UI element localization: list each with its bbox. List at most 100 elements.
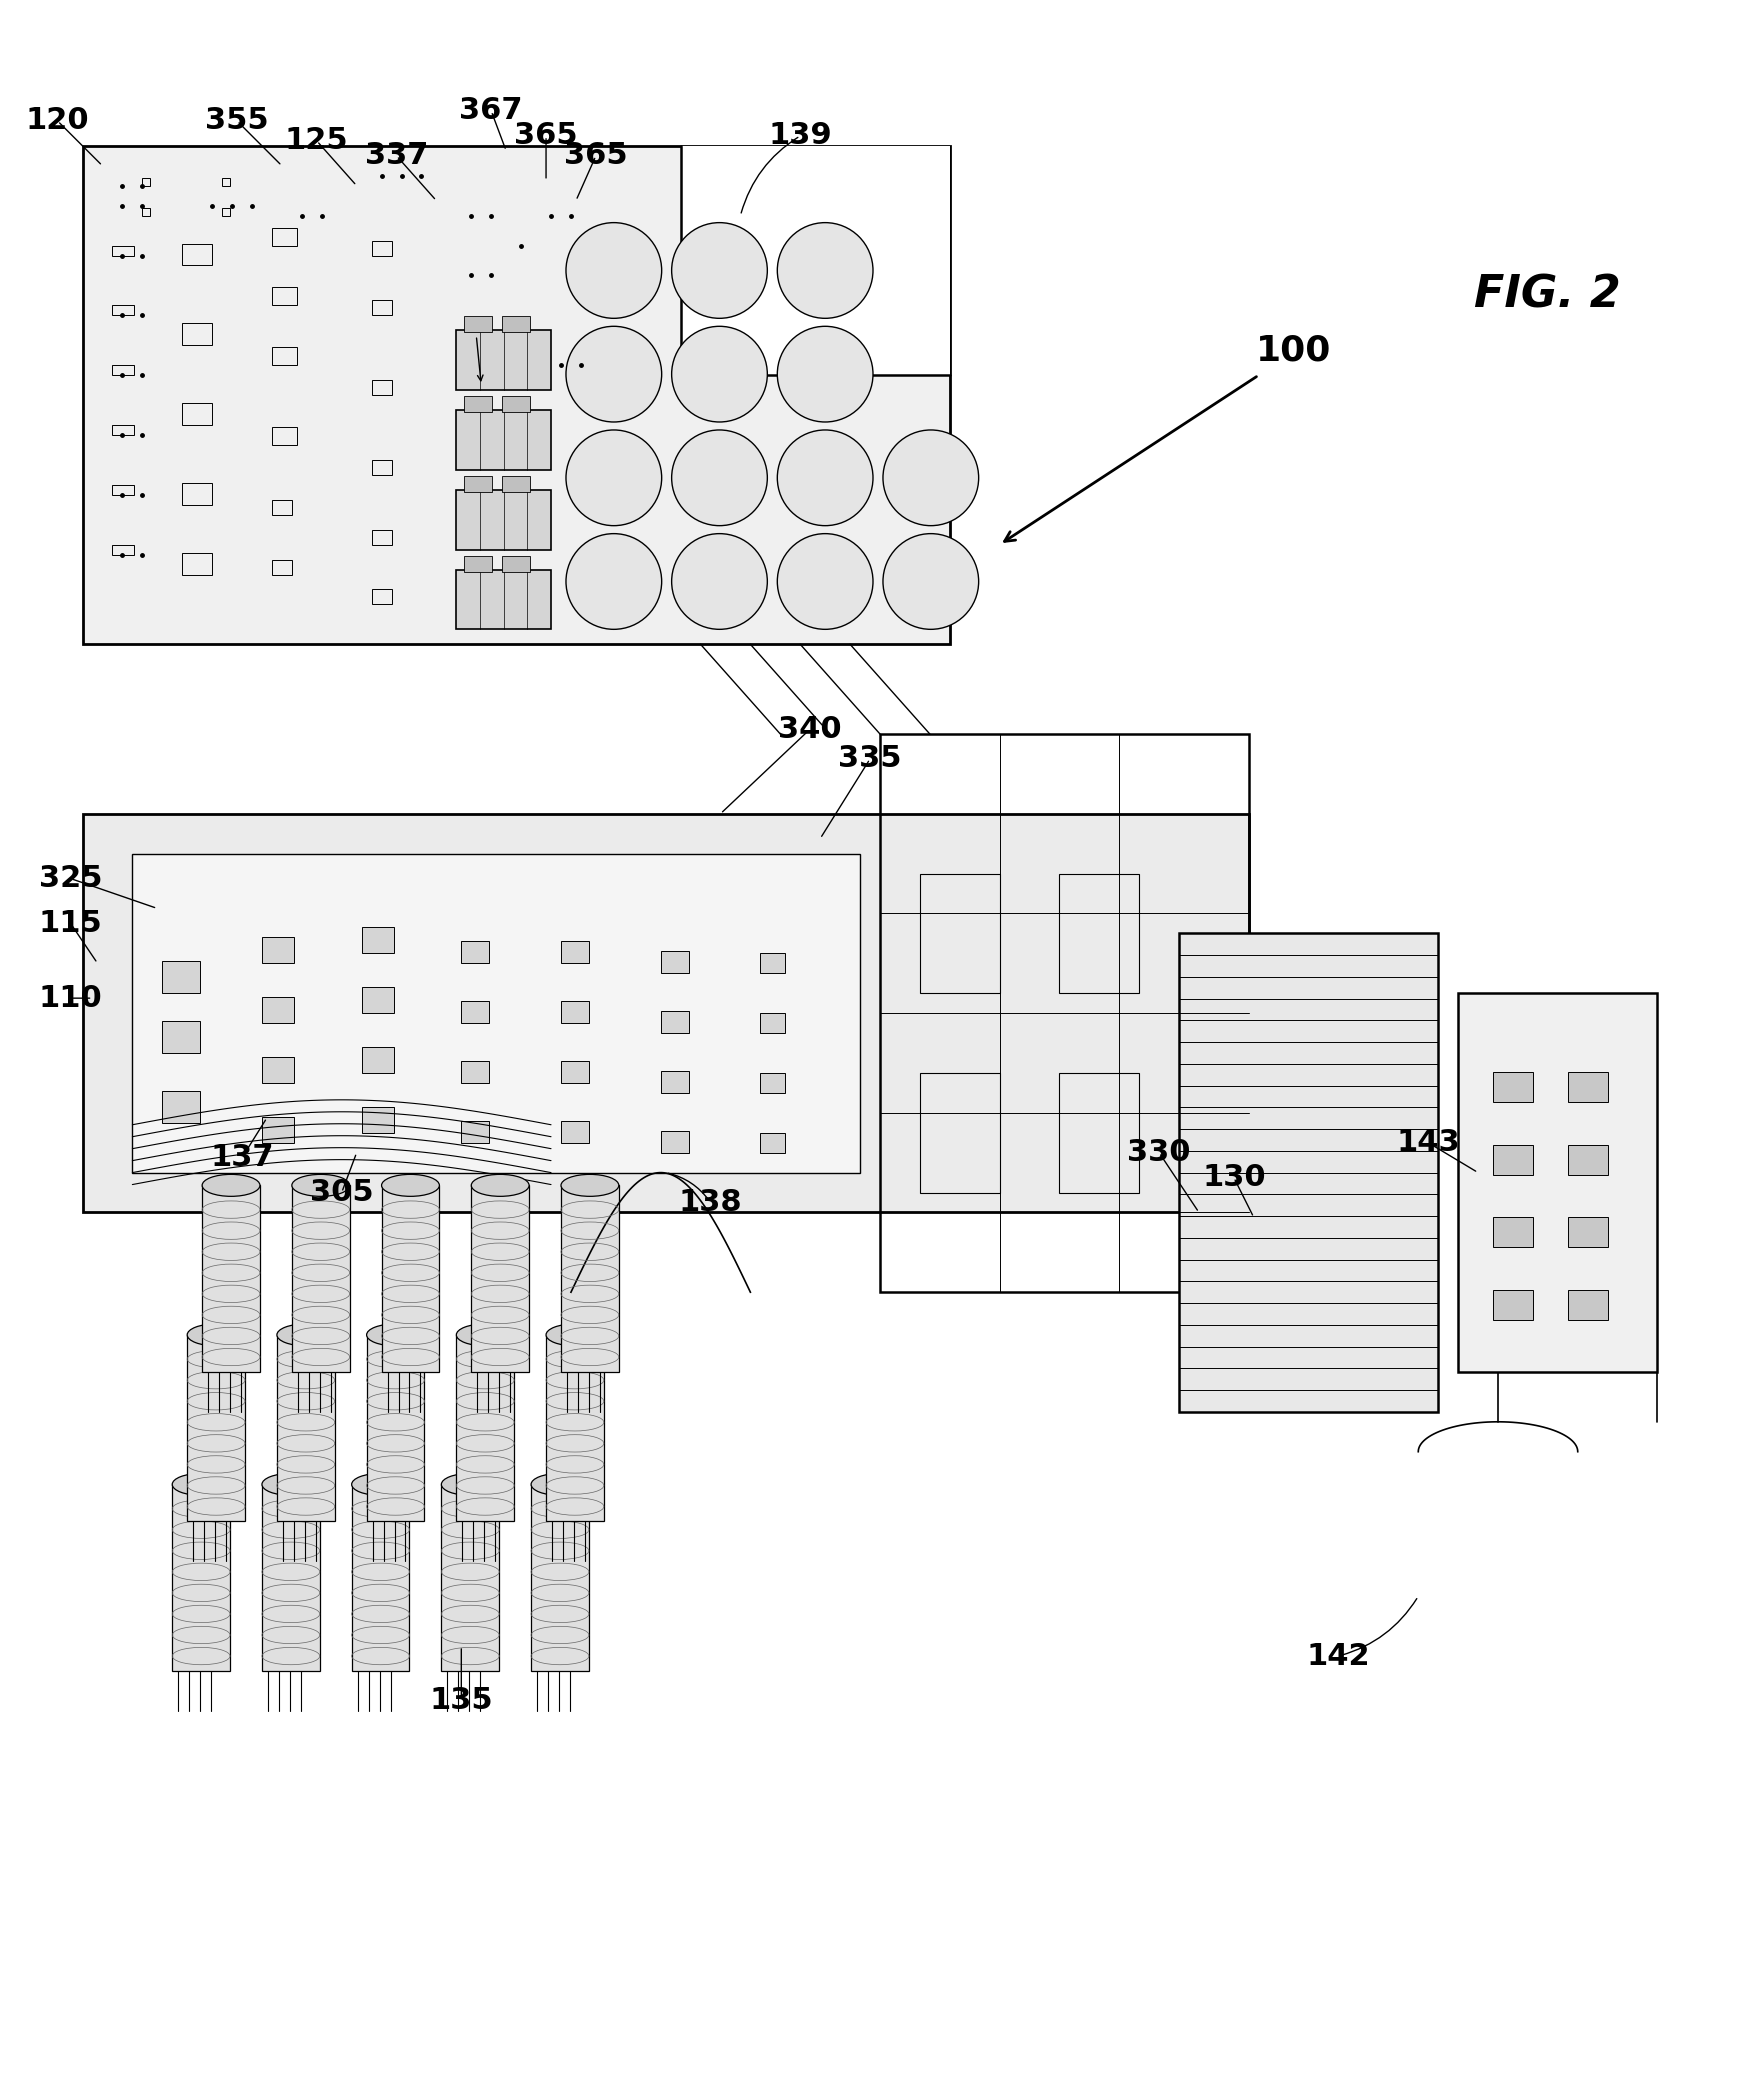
Bar [182, 322, 211, 345]
Bar [273, 228, 297, 245]
Bar [1567, 1145, 1607, 1174]
Bar [82, 814, 1249, 1212]
Bar [142, 207, 150, 216]
Text: 365: 365 [514, 121, 578, 151]
Circle shape [777, 222, 874, 318]
Bar [372, 381, 391, 396]
Text: 100: 100 [1256, 333, 1331, 366]
Text: 355: 355 [204, 107, 269, 136]
Bar [222, 178, 231, 186]
Bar [1567, 1289, 1607, 1321]
Bar [367, 1335, 425, 1522]
Circle shape [882, 534, 978, 630]
Bar [760, 1074, 786, 1093]
Bar [262, 1057, 293, 1082]
Bar [278, 1335, 335, 1522]
Bar [531, 1484, 589, 1670]
Bar [660, 952, 688, 973]
Bar [465, 475, 493, 492]
Bar [362, 1046, 393, 1074]
Bar [501, 396, 529, 412]
Bar [187, 1335, 245, 1522]
Text: 110: 110 [38, 984, 103, 1013]
Bar [142, 178, 150, 186]
Text: 335: 335 [839, 745, 901, 774]
Bar [547, 1335, 604, 1522]
Bar [372, 301, 391, 316]
Bar [465, 316, 493, 333]
Bar [1059, 873, 1139, 994]
Bar [1059, 1074, 1139, 1193]
Text: 115: 115 [38, 908, 103, 938]
Bar [456, 410, 550, 469]
Bar [880, 735, 1249, 1291]
Ellipse shape [278, 1325, 335, 1346]
Ellipse shape [531, 1473, 589, 1494]
Bar [362, 1107, 393, 1132]
Bar [561, 1000, 589, 1023]
Text: 340: 340 [779, 714, 842, 743]
Bar [760, 1013, 786, 1034]
Bar [112, 364, 135, 375]
Bar [381, 1185, 440, 1373]
Bar [112, 486, 135, 494]
Circle shape [671, 327, 767, 423]
Circle shape [671, 222, 767, 318]
Bar [461, 1061, 489, 1082]
Bar [182, 243, 211, 266]
Circle shape [671, 429, 767, 525]
Bar [273, 427, 297, 446]
Bar [461, 1000, 489, 1023]
Text: 365: 365 [564, 142, 627, 170]
Bar [82, 147, 950, 645]
Text: 337: 337 [365, 142, 428, 170]
Ellipse shape [203, 1174, 260, 1197]
Ellipse shape [547, 1325, 604, 1346]
Bar [262, 996, 293, 1023]
Bar [456, 490, 550, 550]
Bar [112, 425, 135, 435]
Bar [222, 207, 231, 216]
Text: FIG. 2: FIG. 2 [1474, 274, 1621, 316]
Bar [456, 331, 550, 389]
Bar [461, 1120, 489, 1143]
Circle shape [777, 429, 874, 525]
Bar [501, 475, 529, 492]
Text: 120: 120 [26, 107, 89, 136]
Ellipse shape [381, 1174, 440, 1197]
Bar [561, 942, 589, 963]
Text: 305: 305 [309, 1178, 374, 1208]
Bar [1179, 933, 1438, 1413]
Circle shape [777, 327, 874, 423]
Bar [921, 1074, 999, 1193]
Bar [273, 500, 292, 515]
Bar [173, 1484, 231, 1670]
Circle shape [882, 429, 978, 525]
Ellipse shape [561, 1174, 618, 1197]
Bar [362, 988, 393, 1013]
Bar [501, 555, 529, 571]
Circle shape [777, 534, 874, 630]
Bar [561, 1061, 589, 1082]
Ellipse shape [472, 1174, 529, 1197]
Bar [162, 1021, 201, 1053]
Text: 330: 330 [1127, 1139, 1191, 1168]
Bar [461, 942, 489, 963]
Bar [465, 396, 493, 412]
Bar [921, 873, 999, 994]
Text: 367: 367 [459, 96, 522, 126]
Bar [681, 147, 950, 375]
Bar [1567, 1218, 1607, 1247]
Circle shape [671, 534, 767, 630]
Bar [203, 1185, 260, 1373]
Text: 142: 142 [1307, 1641, 1370, 1670]
Bar [273, 287, 297, 306]
Bar [465, 555, 493, 571]
Bar [182, 404, 211, 425]
Bar [112, 306, 135, 316]
Ellipse shape [262, 1473, 320, 1494]
Bar [501, 316, 529, 333]
Circle shape [566, 429, 662, 525]
Bar [660, 1072, 688, 1093]
Bar [372, 460, 391, 475]
